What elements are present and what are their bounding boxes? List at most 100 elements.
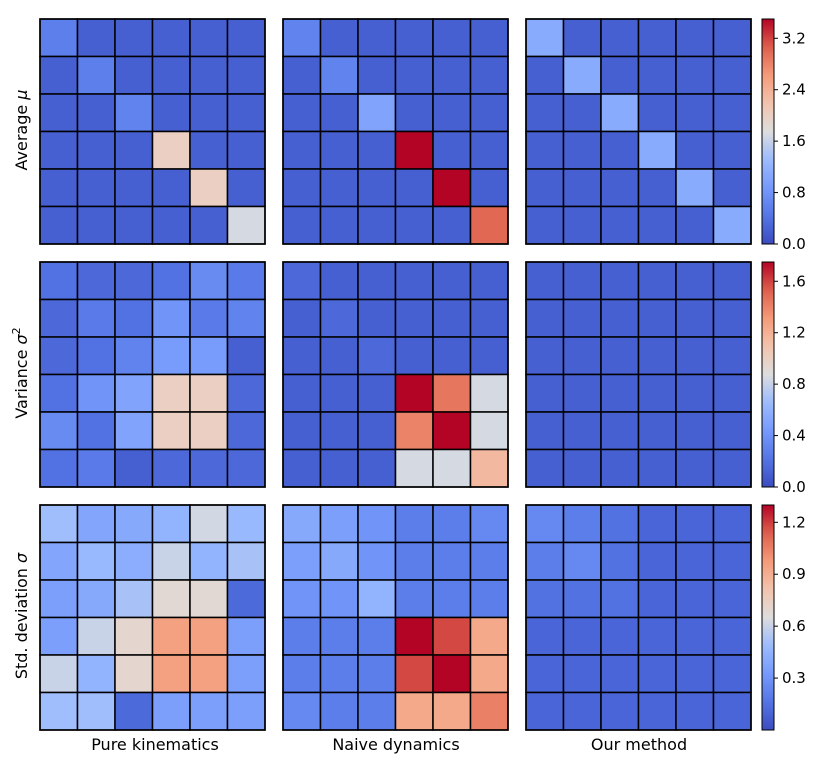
heatmap-cell [562,130,602,170]
heatmap-cell [712,579,752,619]
heatmap-cell [525,18,565,58]
heatmap-cell [675,504,715,544]
heatmap-cell [319,448,359,488]
heatmap-cell [712,205,752,245]
heatmap-cell [394,691,434,731]
colorbar-tick-label: 1.2 [782,324,806,342]
heatmap-cell [357,168,397,208]
heatmap-cell [469,691,509,731]
heatmap-cell [76,373,116,413]
heatmap-cell [562,654,602,694]
heatmap-cell [675,691,715,731]
heatmap-cell [525,411,565,451]
heatmap-cell [675,448,715,488]
heatmap-cell [189,616,229,656]
heatmap-cell [562,616,602,656]
heatmap-cell [319,579,359,619]
heatmap-cell [76,18,116,58]
heatmap-cell [525,691,565,731]
heatmap-cell [226,616,266,656]
heatmap-cell [226,504,266,544]
heatmap-cell [226,298,266,338]
heatmap-cell [76,411,116,451]
heatmap-cell [637,504,677,544]
heatmap-cell [469,448,509,488]
panel-r2-c1 [282,504,509,731]
heatmap-cell [675,616,715,656]
heatmap-cell [319,691,359,731]
heatmap-cell [637,691,677,731]
heatmap-cell [114,654,154,694]
heatmap-cell [562,205,602,245]
heatmap-cell [712,504,752,544]
heatmap-cell [432,411,472,451]
heatmap-cell [357,298,397,338]
heatmap-cell [525,579,565,619]
heatmap-cell [319,411,359,451]
heatmap-cell [712,298,752,338]
heatmap-cell [282,654,322,694]
heatmap-cell [114,336,154,376]
heatmap-cell [114,298,154,338]
heatmap-cell [469,654,509,694]
heatmap-cell [319,130,359,170]
heatmap-cell [282,55,322,95]
heatmap-cell [600,691,640,731]
heatmap-cell [394,336,434,376]
heatmap-cell [357,691,397,731]
heatmap-cell [226,55,266,95]
heatmap-cell [600,448,640,488]
heatmap-cell [394,168,434,208]
heatmap-cell [76,336,116,376]
heatmap-cell [151,130,191,170]
heatmap-cell [562,55,602,95]
heatmap-cell [675,93,715,133]
heatmap-cell [39,298,79,338]
heatmap-cell [114,168,154,208]
heatmap-cell [357,55,397,95]
heatmap-cell [525,654,565,694]
heatmap-cell [39,55,79,95]
heatmap-cell [637,411,677,451]
heatmap-cell [76,504,116,544]
heatmap-cell [432,261,472,301]
heatmap-cell [469,504,509,544]
heatmap-cell [525,130,565,170]
row-label-variance: Variance σ2 [10,327,31,418]
panel-r1-c1 [282,261,509,488]
heatmap-cell [357,93,397,133]
heatmap-cell [675,541,715,581]
panel-r0-c0 [39,18,266,245]
heatmap-cell [226,336,266,376]
heatmap-cell [432,55,472,95]
heatmap-cell [394,298,434,338]
heatmap-cell [712,691,752,731]
heatmap-cell [394,541,434,581]
heatmap-cell [432,93,472,133]
heatmap-cell [525,336,565,376]
heatmap-cell [76,130,116,170]
heatmap-cell [562,261,602,301]
heatmap-cell [39,616,79,656]
heatmap-cell [712,168,752,208]
heatmap-cell [76,541,116,581]
heatmap-cell [562,18,602,58]
heatmap-cell [675,298,715,338]
heatmap-cell [469,616,509,656]
heatmap-cell [675,373,715,413]
colorbar-tick-label: 1.6 [782,272,806,290]
panel-r0-c2 [525,18,752,245]
heatmap-cell [357,579,397,619]
heatmap-cell [282,691,322,731]
heatmap-cell [712,654,752,694]
heatmap-cell [469,205,509,245]
heatmap-cell [675,261,715,301]
panel-frame [282,261,509,488]
heatmap-cell [39,130,79,170]
heatmap-cell [357,261,397,301]
heatmap-cell [114,261,154,301]
heatmap-panels [39,18,752,731]
heatmap-cell [600,411,640,451]
heatmap-cell [637,18,677,58]
heatmap-cell [226,691,266,731]
